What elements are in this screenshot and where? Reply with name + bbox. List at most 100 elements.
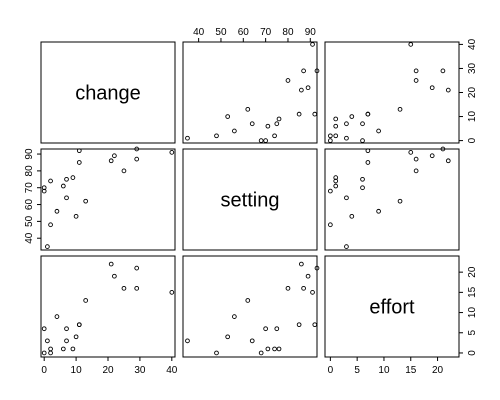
data-point xyxy=(328,189,332,193)
data-point xyxy=(414,157,418,161)
tick-label: 30 xyxy=(134,365,146,376)
data-point xyxy=(232,315,236,319)
tick-label: 70 xyxy=(24,182,35,194)
tick-label: 20 xyxy=(432,365,444,376)
data-point xyxy=(61,347,65,351)
data-point xyxy=(84,199,88,203)
data-point xyxy=(71,347,75,351)
data-point xyxy=(226,115,230,119)
data-point xyxy=(65,177,69,181)
data-point xyxy=(377,129,381,133)
panel-frame xyxy=(41,149,175,250)
tick-label: 5 xyxy=(467,330,478,336)
data-point xyxy=(398,107,402,111)
tick-label: 0 xyxy=(467,350,478,356)
panel-change-vs-effort xyxy=(325,42,459,143)
tick-label: 50 xyxy=(24,215,35,227)
data-point xyxy=(65,327,69,331)
data-point xyxy=(112,274,116,278)
data-point xyxy=(361,139,365,143)
data-point xyxy=(313,323,317,327)
data-point xyxy=(42,351,46,355)
data-point xyxy=(334,117,338,121)
tick-label: 5 xyxy=(354,365,360,376)
data-point xyxy=(122,169,126,173)
tick-label: 10 xyxy=(467,111,478,123)
data-point xyxy=(299,262,303,266)
variable-label-change: change xyxy=(75,83,141,105)
tick-label: 50 xyxy=(215,27,227,38)
data-point xyxy=(334,184,338,188)
tick-label: 0 xyxy=(328,365,334,376)
data-point xyxy=(409,150,413,154)
data-point xyxy=(215,351,219,355)
data-point xyxy=(186,136,190,140)
data-point xyxy=(49,223,53,227)
right-axis-effort: 0 5 10 15 20 xyxy=(459,266,478,356)
tick-label: 0 xyxy=(467,137,478,143)
data-point xyxy=(273,134,277,138)
tick-label: 70 xyxy=(260,27,272,38)
right-axis-change: 0 10 20 30 40 xyxy=(459,38,478,143)
data-point xyxy=(277,347,281,351)
data-point xyxy=(297,323,301,327)
data-point xyxy=(446,159,450,163)
data-point xyxy=(42,327,46,331)
data-point xyxy=(226,335,230,339)
data-point xyxy=(45,339,49,343)
data-point xyxy=(170,290,174,294)
tick-label: 20 xyxy=(467,87,478,99)
data-point xyxy=(361,122,365,126)
panel-frame xyxy=(41,256,175,357)
data-point xyxy=(61,184,65,188)
data-point xyxy=(135,266,139,270)
data-point xyxy=(366,161,370,165)
data-point xyxy=(286,286,290,290)
data-point xyxy=(409,43,413,47)
tick-label: 40 xyxy=(193,27,205,38)
data-point xyxy=(186,339,190,343)
data-point xyxy=(302,286,306,290)
data-point xyxy=(334,134,338,138)
data-point xyxy=(49,347,53,351)
data-point xyxy=(74,214,78,218)
data-point xyxy=(84,299,88,303)
data-point xyxy=(313,112,317,116)
panel-effort-vs-setting xyxy=(183,256,319,357)
data-point xyxy=(250,339,254,343)
tick-label: 20 xyxy=(102,365,114,376)
tick-label: 15 xyxy=(405,365,417,376)
tick-label: 10 xyxy=(378,365,390,376)
tick-label: 40 xyxy=(166,365,178,376)
data-point xyxy=(264,139,268,143)
data-point xyxy=(286,79,290,83)
data-point xyxy=(122,286,126,290)
data-point xyxy=(49,351,53,355)
top-axis-setting: 40 50 60 70 80 90 xyxy=(193,27,316,42)
data-point xyxy=(345,136,349,140)
panel-frame xyxy=(183,256,317,357)
panel-setting-vs-setting: setting xyxy=(183,149,317,250)
data-point xyxy=(414,69,418,73)
data-point xyxy=(55,209,59,213)
data-point xyxy=(328,134,332,138)
data-point xyxy=(430,86,434,90)
data-point xyxy=(306,274,310,278)
tick-label: 60 xyxy=(24,199,35,211)
tick-label: 40 xyxy=(467,38,478,50)
data-point xyxy=(135,286,139,290)
tick-label: 40 xyxy=(24,232,35,244)
tick-label: 90 xyxy=(24,148,35,160)
panel-setting-vs-change xyxy=(41,147,175,250)
tick-label: 0 xyxy=(41,365,47,376)
data-point xyxy=(266,124,270,128)
data-point xyxy=(446,88,450,92)
data-point xyxy=(328,139,332,143)
tick-label: 10 xyxy=(467,307,478,319)
tick-label: 80 xyxy=(24,165,35,177)
data-point xyxy=(246,299,250,303)
tick-label: 15 xyxy=(467,286,478,298)
data-point xyxy=(334,124,338,128)
data-point xyxy=(250,122,254,126)
